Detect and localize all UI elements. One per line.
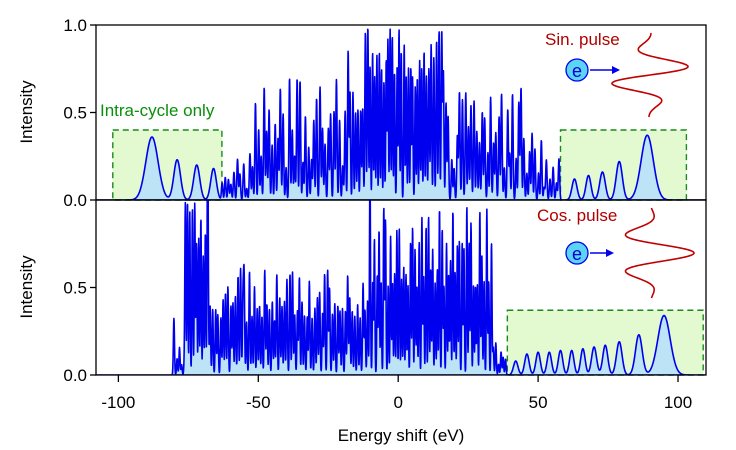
bottom-y-tick-label: 0.5	[63, 279, 87, 298]
top-y-tick-label: 1.0	[63, 16, 87, 35]
x-tick-label: 100	[664, 393, 692, 412]
cos-pulse-label: Cos. pulse	[537, 206, 617, 225]
electron-bottom-label: e	[572, 244, 582, 264]
x-tick-label: -100	[101, 393, 135, 412]
bottom-y-tick-label: 0.0	[63, 366, 87, 385]
bottom-panel: 0.0 0.5 -100 -50 0 50 100 Intensity Energy sh…	[17, 199, 707, 445]
bottom-x-ticks: -100 -50 0 50 100	[101, 375, 692, 412]
arrowhead-bottom-icon	[606, 249, 614, 257]
electron-bottom-icon	[565, 241, 589, 265]
top-y-axis-label: Intensity	[17, 80, 36, 144]
cos-pulse-waveform	[624, 207, 695, 299]
electron-top-icon	[565, 58, 589, 82]
bottom-spectrum	[96, 200, 706, 375]
sin-pulse-inset: Sin. pulse e	[545, 30, 689, 118]
arrowhead-top-icon	[612, 66, 620, 74]
top-y-tick-label: 0.0	[63, 191, 87, 210]
cos-pulse-inset: Cos. pulse e	[537, 206, 695, 299]
top-spectrum	[96, 28, 706, 200]
sin-pulse-label: Sin. pulse	[545, 30, 620, 49]
bottom-y-axis-label: Intensity	[17, 255, 36, 319]
top-y-ticks: 0.0 0.5 1.0	[63, 16, 96, 210]
sin-pulse-waveform	[611, 32, 689, 118]
top-panel: 0.0 0.5 1.0 Intensity Intra-cycle only Sin…	[17, 16, 707, 210]
x-axis-label: Energy shift (eV)	[338, 426, 465, 445]
bottom-y-ticks: 0.0 0.5	[63, 279, 96, 385]
x-tick-label: 50	[529, 393, 548, 412]
x-tick-label: 0	[393, 393, 402, 412]
top-y-tick-label: 0.5	[63, 104, 87, 123]
electron-top-label: e	[572, 61, 582, 81]
intra-cycle-label: Intra-cycle only	[100, 101, 215, 120]
top-highlight-box-0	[112, 129, 223, 201]
x-tick-label: -50	[246, 393, 271, 412]
